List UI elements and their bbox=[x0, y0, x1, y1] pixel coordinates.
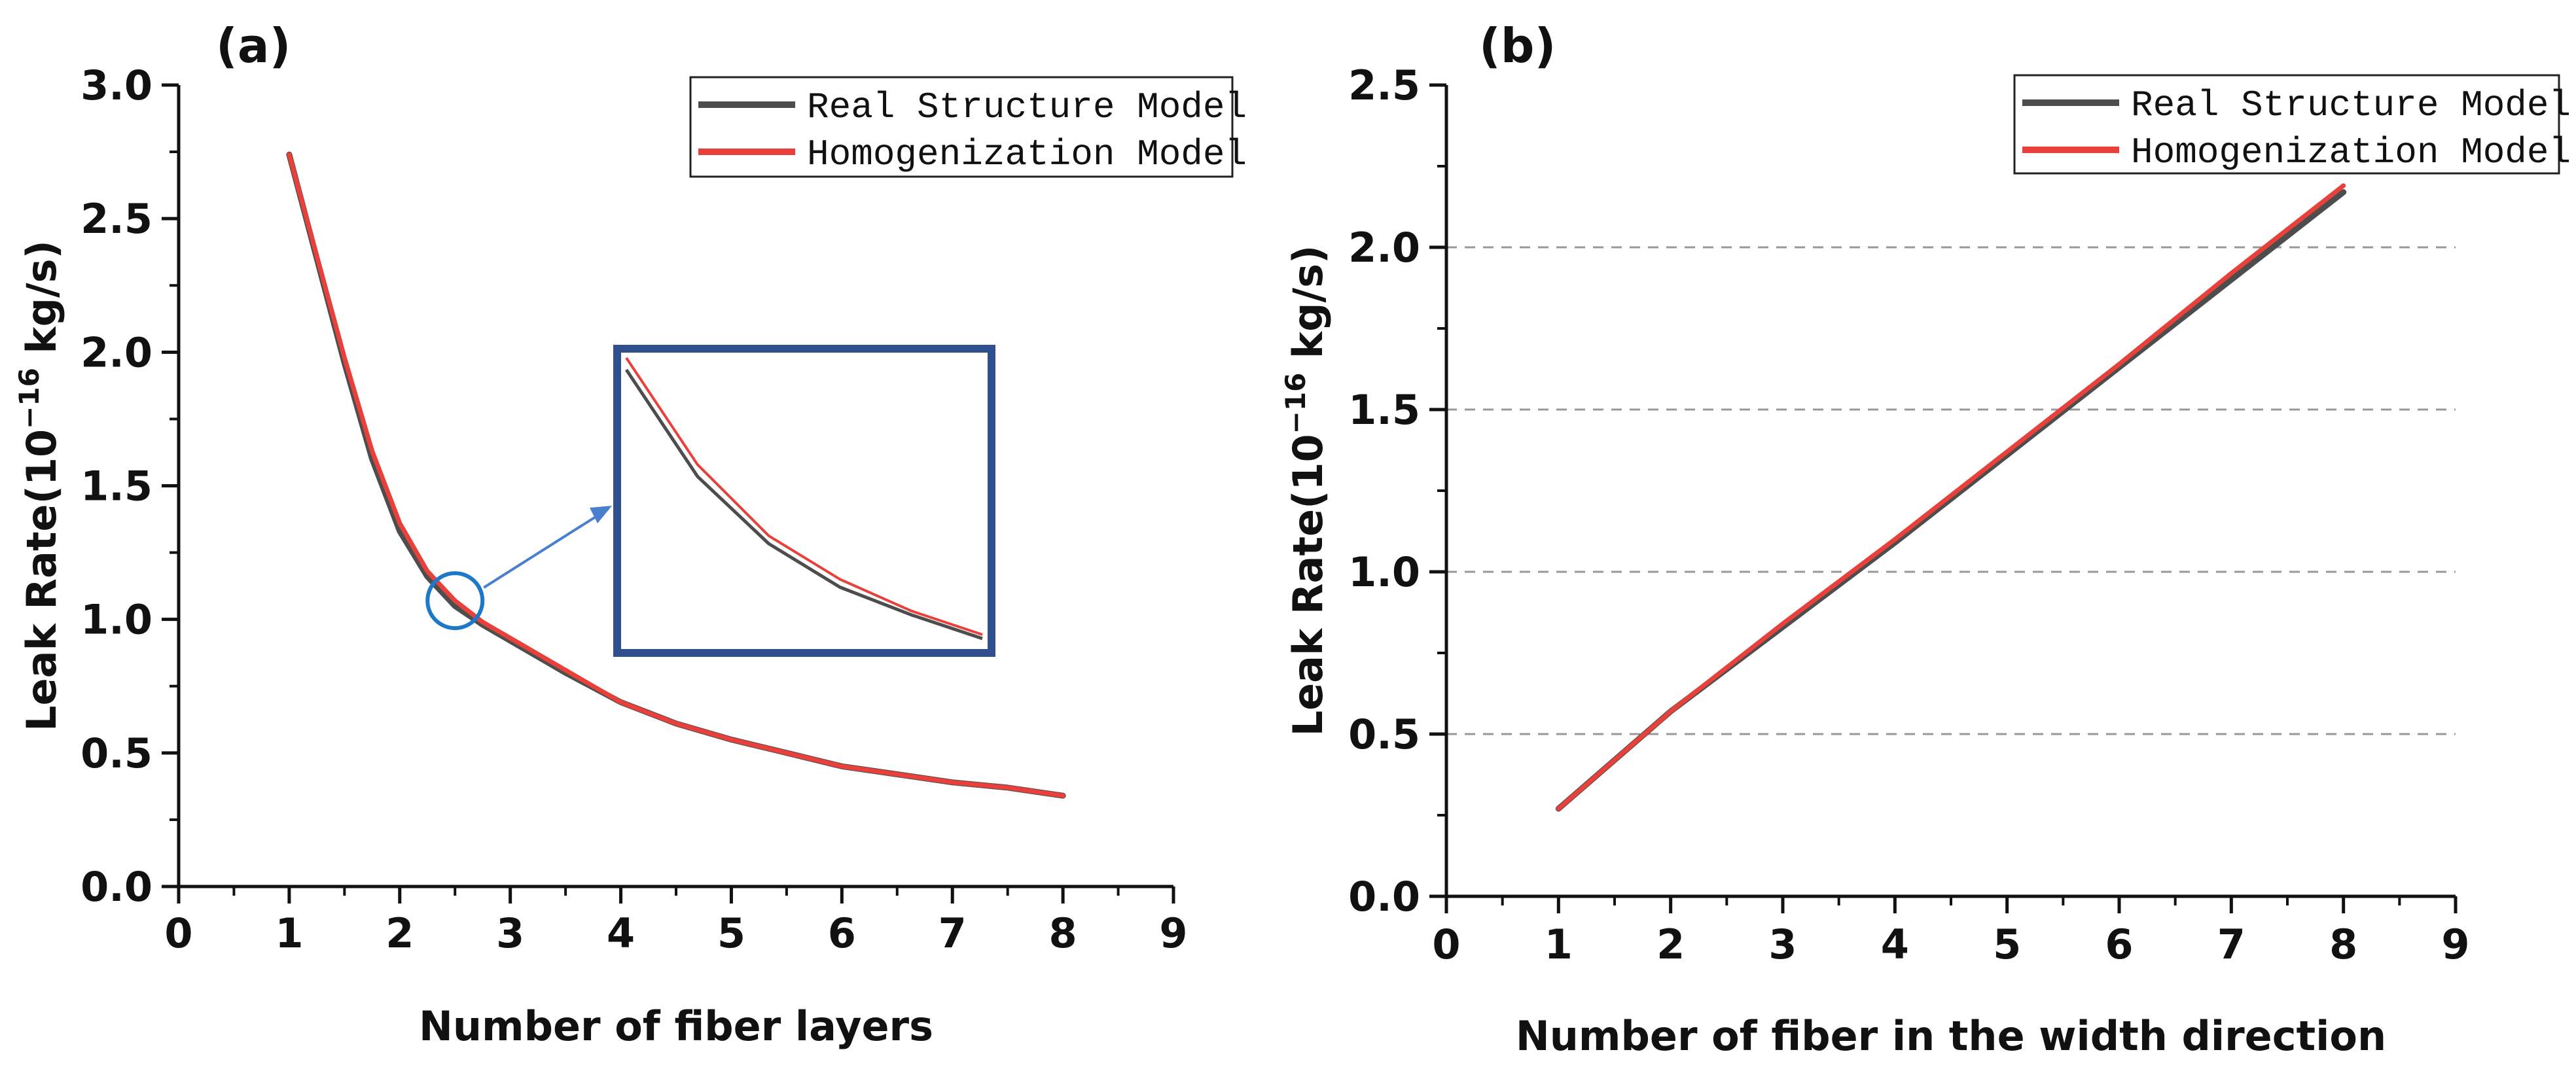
x-tick-label: 6 bbox=[2105, 921, 2133, 968]
y-tick-label: 3.0 bbox=[80, 61, 152, 109]
x-tick-label: 8 bbox=[2329, 921, 2357, 968]
y-axis-title-exponent: −16 bbox=[13, 368, 45, 429]
y-tick-label: 1.5 bbox=[1348, 386, 1420, 434]
x-tick-label: 9 bbox=[1159, 909, 1187, 957]
series-line-real-structure bbox=[1555, 189, 2347, 812]
x-tick-label: 5 bbox=[717, 909, 745, 957]
x-tick-label: 5 bbox=[1993, 921, 2021, 968]
zoom-arrowhead bbox=[590, 506, 612, 523]
x-tick-label: 1 bbox=[275, 909, 303, 957]
x-tick-label: 7 bbox=[2217, 921, 2245, 968]
inset-series-real-structure bbox=[624, 368, 983, 641]
x-tick-label: 8 bbox=[1049, 909, 1077, 957]
legend-label: Homogenization Model bbox=[2131, 132, 2571, 173]
x-tick-label: 3 bbox=[1768, 921, 1797, 968]
inset bbox=[425, 345, 995, 657]
x-tick-label: 0 bbox=[164, 909, 192, 957]
panel-a: 0 1 2 3 4 5 6 7 8 9 0.0 0.5 1.0 1.5 2.0 2.5 3.0 Number of… bbox=[13, 18, 1247, 1050]
legend: Real Structure Model Homogenization Model bbox=[689, 76, 1247, 178]
legend-label: Homogenization Model bbox=[807, 133, 1247, 175]
y-axis-title-suffix: kg/s) bbox=[1284, 245, 1332, 373]
y-tick-label: 1.0 bbox=[80, 596, 152, 644]
series-line-homogenization bbox=[287, 152, 1065, 798]
y-tick-label: 0.0 bbox=[80, 863, 152, 911]
x-tick-label: 4 bbox=[1881, 921, 1909, 968]
x-tick-label: 6 bbox=[828, 909, 856, 957]
inset-series-homogenization bbox=[625, 357, 983, 636]
legend-box bbox=[689, 76, 1234, 178]
x-tick-label: 0 bbox=[1432, 921, 1460, 968]
y-axis-title-suffix: kg/s) bbox=[18, 240, 65, 368]
x-tick-label: 3 bbox=[496, 909, 524, 957]
y-tick-label: 2.5 bbox=[1348, 61, 1420, 109]
y-tick-label: 1.0 bbox=[1348, 548, 1420, 596]
panel-b: 0 1 2 3 4 5 6 7 8 9 0.0 0.5 1.0 1.5 2.0 2.5 Number of fi… bbox=[1279, 18, 2571, 1060]
x-tick-label: 4 bbox=[607, 909, 635, 957]
y-axis-title: Leak Rate(10−16 kg/s) bbox=[1279, 245, 1332, 737]
legend-box bbox=[2013, 74, 2560, 175]
series-line-homogenization bbox=[1556, 183, 2346, 811]
x-tick-label: 1 bbox=[1545, 921, 1573, 968]
legend-label: Real Structure Model bbox=[807, 86, 1247, 128]
y-axis-title: Leak Rate(10−16 kg/s) bbox=[13, 240, 65, 731]
y-axis-title-prefix: Leak Rate(10 bbox=[1284, 434, 1332, 736]
y-tick-label: 2.5 bbox=[80, 195, 152, 243]
panel-label: (a) bbox=[216, 18, 291, 73]
panel-label: (b) bbox=[1479, 18, 1556, 73]
y-tick-label: 1.5 bbox=[80, 463, 152, 510]
y-tick-label: 0.0 bbox=[1348, 873, 1420, 921]
x-axis-title: Number of fiber layers bbox=[419, 1002, 933, 1050]
y-axis-title-exponent: −16 bbox=[1279, 373, 1312, 434]
x-axis-title: Number of fiber in the width direction bbox=[1516, 1012, 2386, 1060]
legend: Real Structure Model Homogenization Model bbox=[2013, 74, 2571, 175]
y-axis-title-prefix: Leak Rate(10 bbox=[18, 429, 65, 731]
zoom-circle-marker bbox=[425, 571, 485, 631]
x-tick-label: 9 bbox=[2441, 921, 2469, 968]
y-tick-label: 0.5 bbox=[80, 729, 152, 777]
x-tick-label: 2 bbox=[1656, 921, 1685, 968]
x-tick-label: 2 bbox=[385, 909, 414, 957]
x-tick-label: 7 bbox=[939, 909, 967, 957]
y-tick-label: 2.0 bbox=[1348, 224, 1420, 272]
y-tick-label: 0.5 bbox=[1348, 711, 1420, 758]
legend-label: Real Structure Model bbox=[2131, 84, 2571, 126]
zoom-arrow-line bbox=[483, 508, 609, 589]
y-tick-label: 2.0 bbox=[80, 328, 152, 376]
inset-box bbox=[613, 345, 995, 657]
